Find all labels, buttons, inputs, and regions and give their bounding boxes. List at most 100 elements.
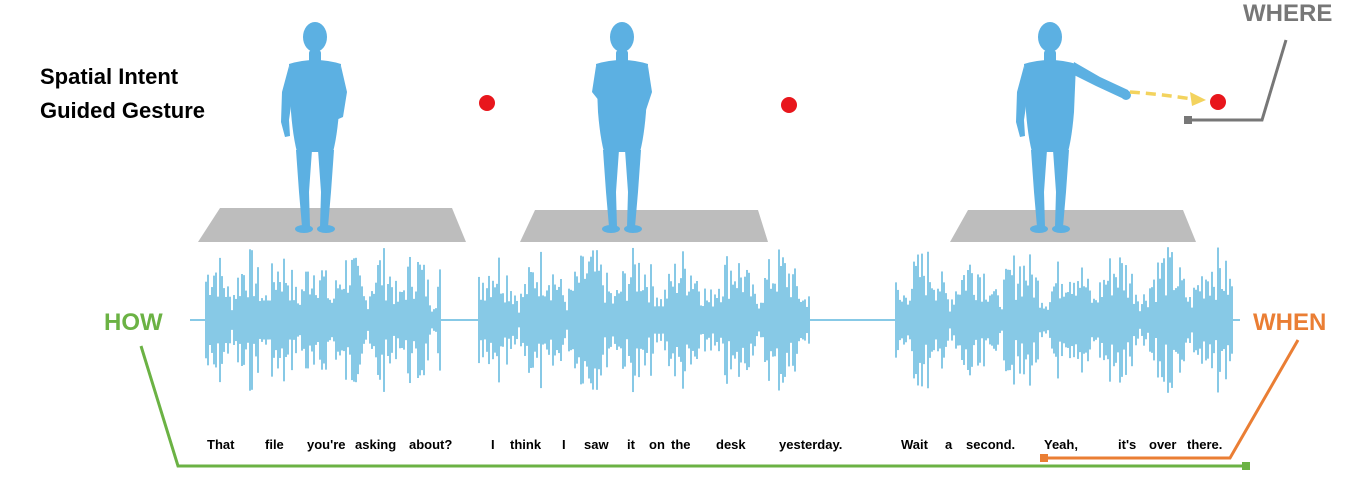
- waveform-bar: [616, 290, 618, 350]
- waveform-bar: [646, 287, 648, 353]
- waveform-bar: [804, 299, 806, 341]
- waveform-bar: [989, 295, 991, 345]
- waveform-bar: [532, 272, 534, 368]
- waveform-bar: [708, 302, 710, 338]
- waveform-bar: [1045, 306, 1047, 334]
- waveform-bar: [794, 268, 796, 372]
- how-label: HOW: [104, 309, 163, 336]
- waveform-bar: [544, 296, 546, 344]
- waveform-bar: [357, 265, 359, 375]
- waveform-bar: [1073, 282, 1075, 358]
- waveform-bar: [538, 296, 540, 344]
- waveform-bar: [1079, 287, 1081, 353]
- waveform-bar: [327, 298, 329, 342]
- waveform-bar: [518, 312, 520, 328]
- waveform-bar: [283, 258, 285, 382]
- transcript-word: it: [627, 437, 635, 452]
- waveform-bar: [712, 306, 714, 334]
- waveform-bar: [391, 287, 393, 353]
- waveform-bar: [431, 311, 433, 329]
- waveform-bar: [666, 298, 668, 342]
- waveform-bar: [1063, 296, 1065, 344]
- waveform-bar: [1207, 281, 1209, 359]
- transcript-word: over: [1149, 437, 1177, 452]
- waveform-bar: [524, 284, 526, 356]
- waveform-bar: [1019, 266, 1021, 374]
- waveform-bar: [1189, 297, 1191, 343]
- waveform-bar: [1187, 301, 1189, 339]
- waveform-bar: [1113, 273, 1115, 367]
- waveform-bar: [728, 298, 730, 342]
- waveform-bar: [915, 265, 917, 375]
- transcript-word: second.: [966, 437, 1016, 452]
- waveform-bar: [1097, 302, 1099, 338]
- waveform-bar: [353, 258, 355, 382]
- waveform-bar: [492, 280, 494, 360]
- waveform-bar: [1115, 277, 1117, 363]
- waveform-bar: [359, 275, 361, 365]
- waveform-bar: [1179, 267, 1181, 373]
- waveform-bar: [1025, 280, 1027, 360]
- waveform-bar: [798, 298, 800, 342]
- waveform-bar: [1151, 287, 1153, 353]
- waveform-bar: [652, 286, 654, 354]
- waveform-bar: [315, 295, 317, 345]
- waveform-bar: [1165, 295, 1167, 345]
- waveform-bar: [255, 283, 257, 357]
- waveform-bar: [718, 288, 720, 352]
- waveform-bar: [1043, 308, 1045, 332]
- waveform-bar: [409, 256, 411, 384]
- waveform-bar: [606, 272, 608, 368]
- waveform-bar: [1067, 292, 1069, 348]
- waveform-bar: [598, 270, 600, 370]
- waveform-bar: [213, 275, 215, 365]
- waveform-bar: [999, 306, 1001, 334]
- waveform-bar: [217, 296, 219, 344]
- waveform-bar: [257, 267, 259, 373]
- waveform-bar: [552, 274, 554, 366]
- waveform-bar: [897, 289, 899, 351]
- waveform-bar: [778, 249, 780, 391]
- waveform-bar: [385, 300, 387, 340]
- waveform-bar: [419, 264, 421, 376]
- waveform-bar: [903, 295, 905, 345]
- waveform-bar: [710, 289, 712, 351]
- waveform-bar: [1103, 279, 1105, 361]
- waveform-bar: [399, 291, 401, 349]
- waveform-bar: [329, 299, 331, 341]
- waveform-bar: [520, 293, 522, 347]
- waveform-bar: [1145, 300, 1147, 340]
- waveform-bar: [975, 300, 977, 340]
- waveform-bar: [684, 268, 686, 372]
- waveform-bar: [1069, 281, 1071, 359]
- waveform-bar: [482, 282, 484, 358]
- waveform-bar: [1209, 295, 1211, 345]
- how-connector-end: [1242, 462, 1250, 470]
- waveform-bar: [1111, 295, 1113, 345]
- waveform-bar: [494, 287, 496, 353]
- waveform-bar: [393, 304, 395, 336]
- waveform-bar: [1039, 307, 1041, 333]
- waveform-bar: [955, 291, 957, 349]
- waveform-bar: [574, 271, 576, 369]
- waveform-bar: [1141, 304, 1143, 336]
- waveform-bar: [1215, 299, 1217, 341]
- waveform-bar: [1089, 290, 1091, 350]
- diagram-title: Spatial Intent Guided Gesture: [40, 60, 260, 128]
- waveform-bar: [744, 276, 746, 364]
- transcript-word: I: [491, 437, 495, 452]
- waveform-bar: [965, 290, 967, 350]
- waveform-bar: [618, 293, 620, 347]
- how-connector: [139, 345, 1246, 468]
- waveform-bar: [1071, 293, 1073, 347]
- waveform-bar: [596, 250, 598, 390]
- waveform-bar: [899, 299, 901, 341]
- waveform-bar: [1001, 309, 1003, 331]
- waveform-bar: [1003, 279, 1005, 361]
- waveform-bar: [648, 302, 650, 338]
- waveform-bar: [951, 299, 953, 341]
- waveform-bar: [341, 289, 343, 351]
- waveform-bar: [1201, 276, 1203, 364]
- waveform-bar: [321, 270, 323, 370]
- waveform-bar: [604, 302, 606, 338]
